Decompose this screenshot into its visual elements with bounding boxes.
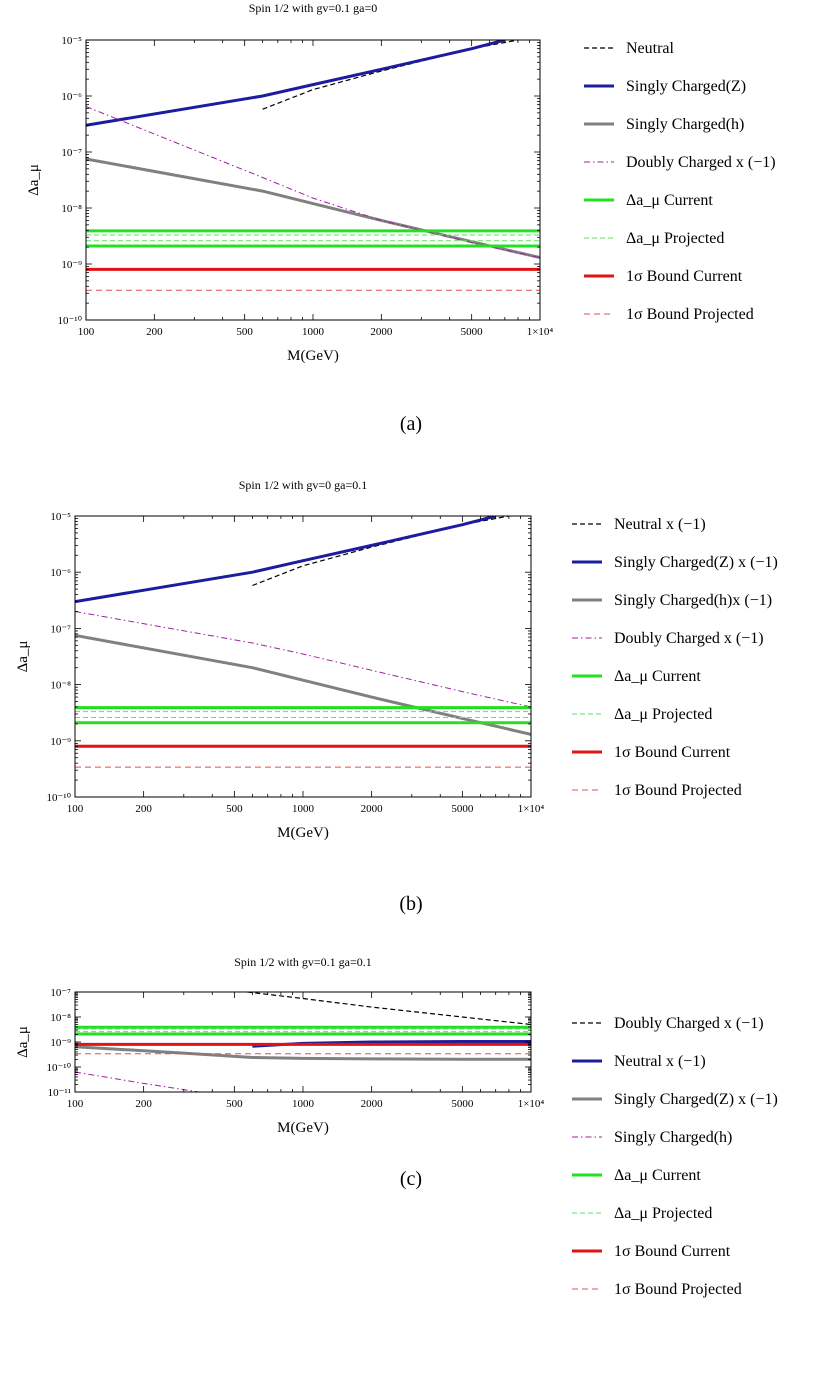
x-tick-label: 2000 xyxy=(361,1098,384,1110)
legend: Doubly Charged x (−1) Neutral x (−1) Singl… xyxy=(572,1015,778,1298)
series-line-3 xyxy=(75,633,531,736)
y-tick-label: 10⁻⁸ xyxy=(50,680,71,692)
legend-label-5: Δa_μ Current xyxy=(614,1167,701,1184)
x-tick-label: 1000 xyxy=(292,803,315,815)
x-tick-label: 2000 xyxy=(370,326,393,338)
legend-label-7: 1σ Bound Current xyxy=(614,1243,731,1260)
y-axis-label: Δa_μ xyxy=(15,1026,31,1058)
series-group xyxy=(75,992,531,1092)
x-axis-label: M(GeV) xyxy=(277,825,329,841)
x-tick-label: 1000 xyxy=(302,326,325,338)
y-tick-label: 10⁻¹⁰ xyxy=(46,792,71,804)
y-tick-label: 10⁻⁶ xyxy=(61,91,82,103)
legend-label-7: 1σ Bound Current xyxy=(614,744,731,761)
series-line-2 xyxy=(86,40,506,127)
x-axis-label: M(GeV) xyxy=(277,1120,329,1136)
series-line-2 xyxy=(75,516,497,604)
x-tick-label: 1×10⁴ xyxy=(527,326,554,338)
x-tick-label: 200 xyxy=(146,326,163,338)
legend: Neutral Singly Charged(Z) Singly Charged(h… xyxy=(584,40,776,323)
legend-label-1: Doubly Charged x (−1) xyxy=(614,1015,764,1032)
x-axis-label: M(GeV) xyxy=(287,348,339,364)
series-line-1 xyxy=(252,516,510,587)
x-tick-label: 500 xyxy=(236,326,253,338)
y-tick-label: 10⁻⁵ xyxy=(50,511,71,523)
legend-label-8: 1σ Bound Projected xyxy=(614,782,742,799)
chart-panel-2: Spin 1/2 with gv=0 ga=0.1 100 200 500 1000 20… xyxy=(15,478,778,915)
legend-label-6: Δa_μ Projected xyxy=(626,230,724,247)
x-tick-label: 1000 xyxy=(292,1098,315,1110)
legend-label-5: Δa_μ Current xyxy=(626,192,713,209)
x-tick-label: 1×10⁴ xyxy=(518,803,545,815)
legend-label-4: Doubly Charged x (−1) xyxy=(614,630,764,647)
legend-label-1: Neutral xyxy=(626,40,675,57)
legend-label-5: Δa_μ Current xyxy=(614,668,701,685)
y-tick-label: 10⁻⁹ xyxy=(50,736,71,748)
series-line-1 xyxy=(262,40,519,110)
y-tick-label: 10⁻⁷ xyxy=(50,623,71,635)
chart-title: Spin 1/2 with gv=0.1 ga=0.1 xyxy=(234,955,372,969)
y-tick-label: 10⁻¹⁰ xyxy=(46,1062,71,1074)
y-tick-label: 10⁻⁹ xyxy=(61,259,82,271)
legend-label-8: 1σ Bound Projected xyxy=(614,1281,742,1298)
y-tick-label: 10⁻¹⁰ xyxy=(57,315,82,327)
chart-panel-1: Spin 1/2 with gv=0.1 ga=0 100 200 500 1000 20… xyxy=(26,1,776,435)
x-tick-label: 5000 xyxy=(461,326,484,338)
x-tick-label: 5000 xyxy=(451,1098,474,1110)
legend-label-6: Δa_μ Projected xyxy=(614,1205,712,1222)
series-group xyxy=(86,40,540,291)
legend: Neutral x (−1) Singly Charged(Z) x (−1) Si… xyxy=(572,516,778,799)
series-line-4 xyxy=(75,611,531,708)
x-tick-label: 1×10⁴ xyxy=(518,1098,545,1110)
chart-title: Spin 1/2 with gv=0.1 ga=0 xyxy=(249,1,378,15)
legend-label-4: Singly Charged(h) xyxy=(614,1129,732,1146)
panel-caption: (c) xyxy=(400,1168,422,1190)
y-axis-label: Δa_μ xyxy=(15,641,31,673)
series-line-4 xyxy=(75,1071,200,1092)
plot-frame xyxy=(85,39,541,321)
x-tick-label: 100 xyxy=(78,326,95,338)
x-tick-label: 100 xyxy=(67,803,84,815)
y-axis-label: Δa_μ xyxy=(26,164,42,196)
panel-caption: (a) xyxy=(400,413,422,435)
y-tick-label: 10⁻⁹ xyxy=(50,1037,71,1049)
x-tick-label: 100 xyxy=(67,1098,84,1110)
legend-label-3: Singly Charged(h)x (−1) xyxy=(614,592,772,609)
y-tick-label: 10⁻⁶ xyxy=(50,567,71,579)
chart-title: Spin 1/2 with gv=0 ga=0.1 xyxy=(239,478,368,492)
panel-caption: (b) xyxy=(399,893,422,915)
legend-label-2: Singly Charged(Z) xyxy=(626,78,746,95)
y-tick-label: 10⁻¹¹ xyxy=(48,1087,71,1099)
x-tick-label: 500 xyxy=(226,1098,243,1110)
legend-label-3: Singly Charged(Z) x (−1) xyxy=(614,1091,778,1108)
series-line-3 xyxy=(86,157,540,260)
x-tick-label: 500 xyxy=(226,803,243,815)
plot-frame xyxy=(74,515,532,798)
legend-label-2: Neutral x (−1) xyxy=(614,1053,706,1070)
legend-label-2: Singly Charged(Z) x (−1) xyxy=(614,554,778,571)
y-tick-label: 10⁻⁷ xyxy=(50,987,71,999)
x-tick-label: 5000 xyxy=(451,803,474,815)
legend-label-1: Neutral x (−1) xyxy=(614,516,706,533)
y-tick-label: 10⁻⁸ xyxy=(61,203,82,215)
series-line-1 xyxy=(247,992,531,1026)
series-group xyxy=(75,516,531,768)
legend-label-7: 1σ Bound Current xyxy=(626,268,743,285)
y-tick-label: 10⁻⁸ xyxy=(50,1012,71,1024)
series-line-3 xyxy=(75,1045,531,1061)
legend-label-8: 1σ Bound Projected xyxy=(626,306,754,323)
legend-label-4: Doubly Charged x (−1) xyxy=(626,154,776,171)
x-tick-label: 200 xyxy=(135,1098,152,1110)
x-tick-label: 2000 xyxy=(361,803,384,815)
chart-panel-3: Spin 1/2 with gv=0.1 ga=0.1 100 200 500 1000… xyxy=(15,955,778,1298)
legend-label-3: Singly Charged(h) xyxy=(626,116,744,133)
y-tick-label: 10⁻⁵ xyxy=(61,35,82,47)
y-tick-label: 10⁻⁷ xyxy=(61,147,82,159)
legend-label-6: Δa_μ Projected xyxy=(614,706,712,723)
x-tick-label: 200 xyxy=(135,803,152,815)
